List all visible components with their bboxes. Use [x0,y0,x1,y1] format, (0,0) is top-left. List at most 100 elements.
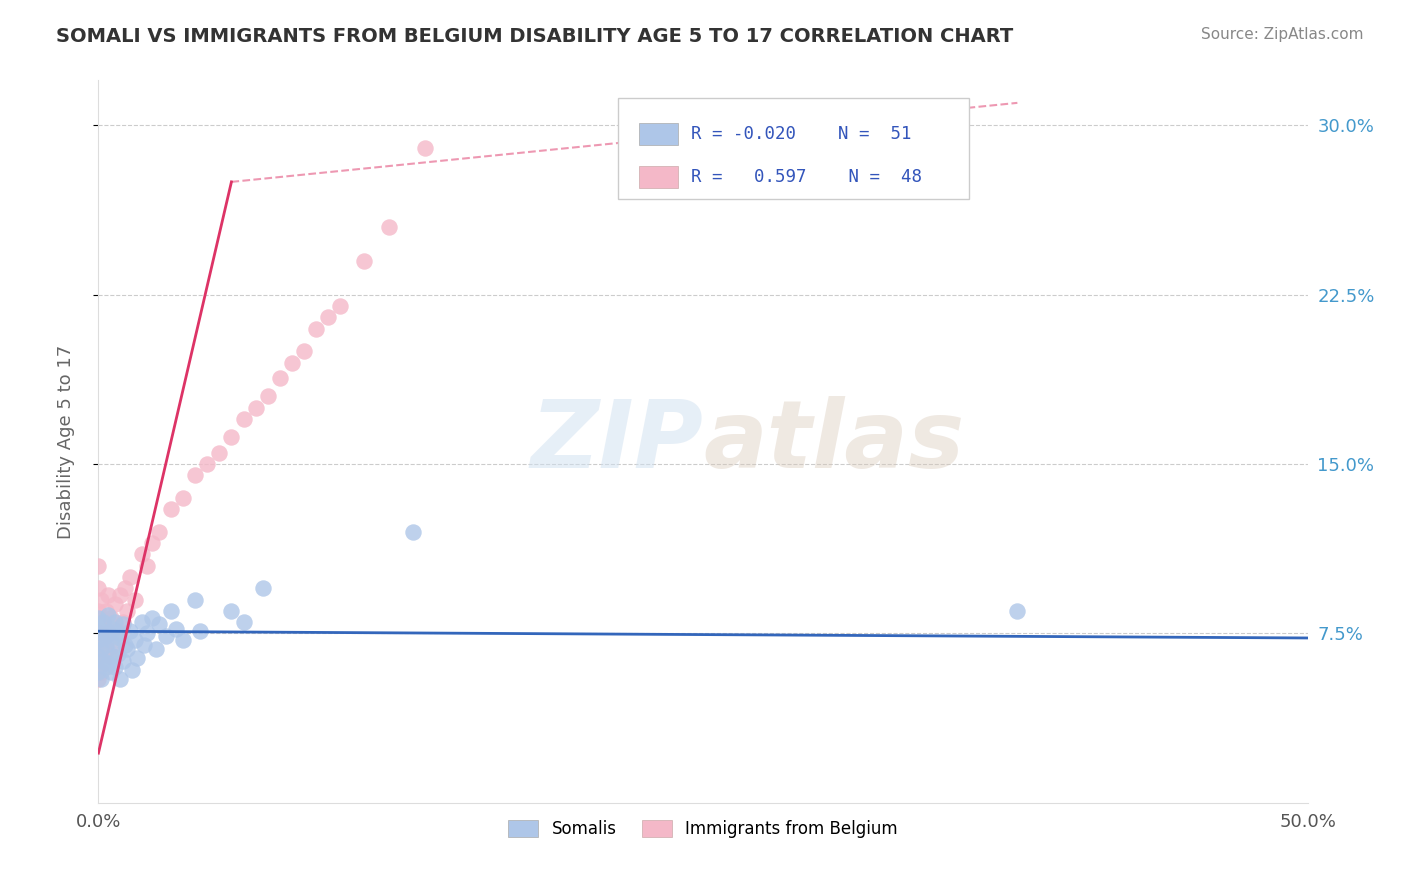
Point [87,626,110,640]
Point [232,615,254,630]
Point [87,610,110,624]
Point [108,631,131,645]
Point [101,648,124,663]
Point [101,638,124,652]
Point [124,633,146,648]
Point [135,558,157,573]
Point [141,536,163,550]
Point [413,141,436,155]
Point [131,548,153,562]
Point [145,642,167,657]
Point [118,570,141,584]
Point [87,558,110,573]
Point [124,592,146,607]
Point [292,344,315,359]
FancyBboxPatch shape [619,98,969,200]
Point [208,446,231,460]
Point [184,592,207,607]
Point [104,615,127,630]
Point [97,588,120,602]
Point [148,617,170,632]
Point [252,582,274,596]
Point [245,401,267,415]
Point [100,648,122,663]
Point [91,656,114,670]
Point [97,608,120,623]
Point [172,633,194,648]
Point [94,629,117,643]
Point [97,624,120,639]
Point [118,624,141,639]
Point [131,615,153,630]
Point [90,633,112,648]
Point [114,582,136,596]
Point [117,604,139,618]
Point [94,642,117,657]
Point [94,604,117,618]
Point [148,524,170,539]
Point [184,468,207,483]
Point [108,588,131,602]
Point [87,620,110,634]
Point [87,633,110,648]
Text: atlas: atlas [703,395,965,488]
Point [91,654,114,668]
Text: R =   0.597    N =  48: R = 0.597 N = 48 [690,168,922,186]
Point [90,592,112,607]
Point [104,660,127,674]
Point [195,457,218,471]
Point [172,491,194,505]
Point [232,412,254,426]
Point [91,615,114,630]
Point [100,633,122,648]
Point [114,638,136,652]
Text: R = -0.020    N =  51: R = -0.020 N = 51 [690,125,911,143]
Point [134,638,156,652]
Legend: Somalis, Immigrants from Belgium: Somalis, Immigrants from Belgium [502,814,904,845]
Text: ZIP: ZIP [530,395,703,488]
Y-axis label: Disability Age 5 to 17: Disability Age 5 to 17 [56,344,75,539]
Point [87,665,110,679]
Point [121,663,143,677]
Point [87,582,110,596]
Point [377,220,399,235]
Point [127,651,149,665]
Point [107,647,129,661]
Point [87,648,110,663]
Point [160,502,183,516]
Point [165,622,187,636]
Point [402,524,425,539]
Point [90,665,112,679]
Point [94,660,117,674]
Point [221,604,243,618]
Point [141,610,163,624]
Point [221,430,243,444]
Point [107,626,129,640]
Point [160,604,183,618]
Point [104,597,127,611]
Point [281,355,304,369]
Point [111,615,134,630]
Point [107,624,129,639]
Text: Source: ZipAtlas.com: Source: ZipAtlas.com [1201,27,1364,42]
Point [90,642,112,657]
Point [91,615,114,630]
Point [87,672,110,686]
Point [101,622,124,636]
Point [117,642,139,657]
Point [100,665,122,679]
Point [108,672,131,686]
Point [1007,604,1029,618]
Point [329,299,352,313]
Bar [638,166,678,188]
Text: SOMALI VS IMMIGRANTS FROM BELGIUM DISABILITY AGE 5 TO 17 CORRELATION CHART: SOMALI VS IMMIGRANTS FROM BELGIUM DISABI… [56,27,1014,45]
Point [94,638,117,652]
Point [90,626,112,640]
Point [90,672,112,686]
Point [97,626,120,640]
Point [305,321,328,335]
Bar [638,122,678,145]
Point [111,617,134,632]
Point [87,648,110,663]
Point [111,654,134,668]
